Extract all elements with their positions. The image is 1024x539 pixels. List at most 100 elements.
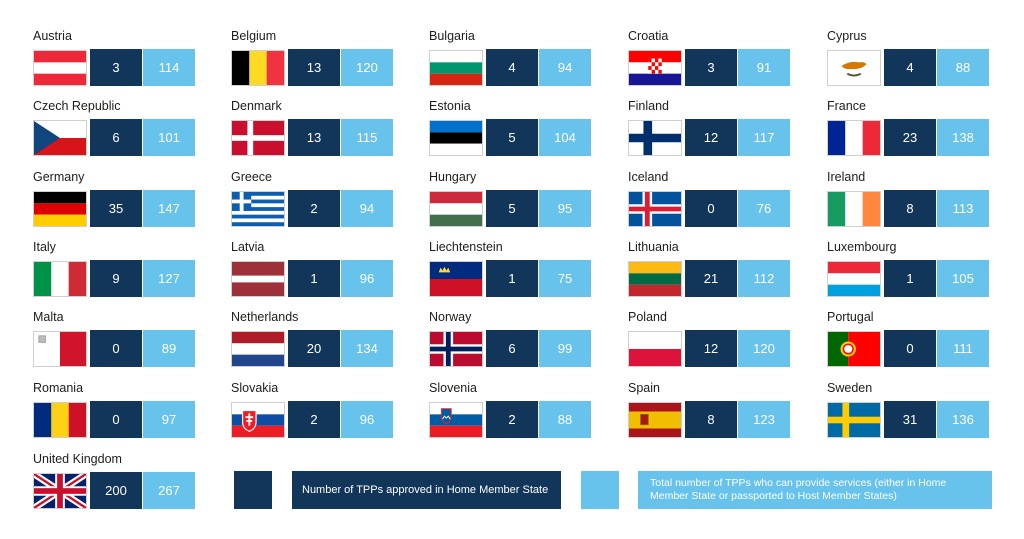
country-name: Liechtenstein	[429, 240, 503, 254]
country-name: Austria	[33, 29, 72, 43]
legend-approved-label: Number of TPPs approved in Home Member S…	[302, 484, 549, 496]
belgium-flag	[231, 50, 285, 86]
norway-flag	[429, 331, 483, 367]
romania-flag	[33, 402, 87, 438]
country-name: Estonia	[429, 99, 471, 113]
country-name: Czech Republic	[33, 99, 121, 113]
slovakia-flag	[231, 402, 285, 438]
country-malta: Malta 0 89	[33, 310, 203, 376]
legend-approved-box: Number of TPPs approved in Home Member S…	[292, 471, 561, 509]
country-liechtenstein: Liechtenstein 1 75	[429, 240, 599, 306]
france-flag	[827, 120, 881, 156]
country-name: Croatia	[628, 29, 669, 43]
country-norway: Norway 6 99	[429, 310, 599, 376]
approved-count: 4	[486, 49, 538, 86]
country-sweden: Sweden 31 136	[827, 381, 997, 447]
country-name: Finland	[628, 99, 669, 113]
total-count: 91	[738, 49, 790, 86]
total-count: 115	[341, 119, 393, 156]
total-count: 95	[539, 190, 591, 227]
country-name: Spain	[628, 381, 660, 395]
country-name: Greece	[231, 170, 272, 184]
total-count: 123	[738, 401, 790, 438]
approved-count: 6	[486, 330, 538, 367]
approved-count: 23	[884, 119, 936, 156]
hungary-flag	[429, 191, 483, 227]
approved-count: 3	[90, 49, 142, 86]
legend-total-swatch	[581, 471, 619, 509]
total-count: 117	[738, 119, 790, 156]
portugal-flag	[827, 331, 881, 367]
total-count: 101	[143, 119, 195, 156]
country-spain: Spain 8 123	[628, 381, 798, 447]
finland-flag	[628, 120, 682, 156]
approved-count: 8	[685, 401, 737, 438]
total-count: 99	[539, 330, 591, 367]
country-latvia: Latvia 1 96	[231, 240, 401, 306]
total-count: 120	[341, 49, 393, 86]
country-name: Slovenia	[429, 381, 477, 395]
approved-count: 2	[288, 190, 340, 227]
approved-count: 2	[486, 401, 538, 438]
italy-flag	[33, 261, 87, 297]
croatia-flag	[628, 50, 682, 86]
lithuania-flag	[628, 261, 682, 297]
total-count: 104	[539, 119, 591, 156]
country-name: Poland	[628, 310, 667, 324]
liechtenstein-flag	[429, 261, 483, 297]
country-czech-republic: Czech Republic 6 101	[33, 99, 203, 165]
netherlands-flag	[231, 331, 285, 367]
country-name: Iceland	[628, 170, 669, 184]
country-denmark: Denmark 13 115	[231, 99, 401, 165]
luxembourg-flag	[827, 261, 881, 297]
country-netherlands: Netherlands 20 134	[231, 310, 401, 376]
legend-total-label-line1: Total number of TPPs who can provide ser…	[650, 477, 947, 489]
estonia-flag	[429, 120, 483, 156]
total-count: 94	[539, 49, 591, 86]
country-romania: Romania 0 97	[33, 381, 203, 447]
approved-count: 200	[90, 472, 142, 509]
country-poland: Poland 12 120	[628, 310, 798, 376]
poland-flag	[628, 331, 682, 367]
total-count: 147	[143, 190, 195, 227]
total-count: 112	[738, 260, 790, 297]
approved-count: 0	[685, 190, 737, 227]
denmark-flag	[231, 120, 285, 156]
sweden-flag	[827, 402, 881, 438]
approved-count: 1	[486, 260, 538, 297]
country-name: Netherlands	[231, 310, 299, 324]
country-name: Bulgaria	[429, 29, 475, 43]
country-france: France 23 138	[827, 99, 997, 165]
country-hungary: Hungary 5 95	[429, 170, 599, 236]
country-cyprus: Cyprus 4 88	[827, 29, 997, 95]
approved-count: 4	[884, 49, 936, 86]
country-united-kingdom: United Kingdom 200 267	[33, 452, 203, 518]
approved-count: 21	[685, 260, 737, 297]
country-slovakia: Slovakia 2 96	[231, 381, 401, 447]
country-austria: Austria 3 114	[33, 29, 203, 95]
spain-flag	[628, 402, 682, 438]
total-count: 105	[937, 260, 989, 297]
bulgaria-flag	[429, 50, 483, 86]
approved-count: 13	[288, 49, 340, 86]
country-name: Denmark	[231, 99, 282, 113]
country-name: France	[827, 99, 866, 113]
legend-approved-swatch	[234, 471, 272, 509]
total-count: 94	[341, 190, 393, 227]
country-croatia: Croatia 3 91	[628, 29, 798, 95]
country-italy: Italy 9 127	[33, 240, 203, 306]
country-bulgaria: Bulgaria 4 94	[429, 29, 599, 95]
country-name: Norway	[429, 310, 472, 324]
country-name: Portugal	[827, 310, 874, 324]
approved-count: 12	[685, 330, 737, 367]
approved-count: 1	[884, 260, 936, 297]
latvia-flag	[231, 261, 285, 297]
approved-count: 5	[486, 190, 538, 227]
approved-count: 13	[288, 119, 340, 156]
total-count: 88	[937, 49, 989, 86]
approved-count: 5	[486, 119, 538, 156]
total-count: 76	[738, 190, 790, 227]
total-count: 75	[539, 260, 591, 297]
approved-count: 8	[884, 190, 936, 227]
country-iceland: Iceland 0 76	[628, 170, 798, 236]
